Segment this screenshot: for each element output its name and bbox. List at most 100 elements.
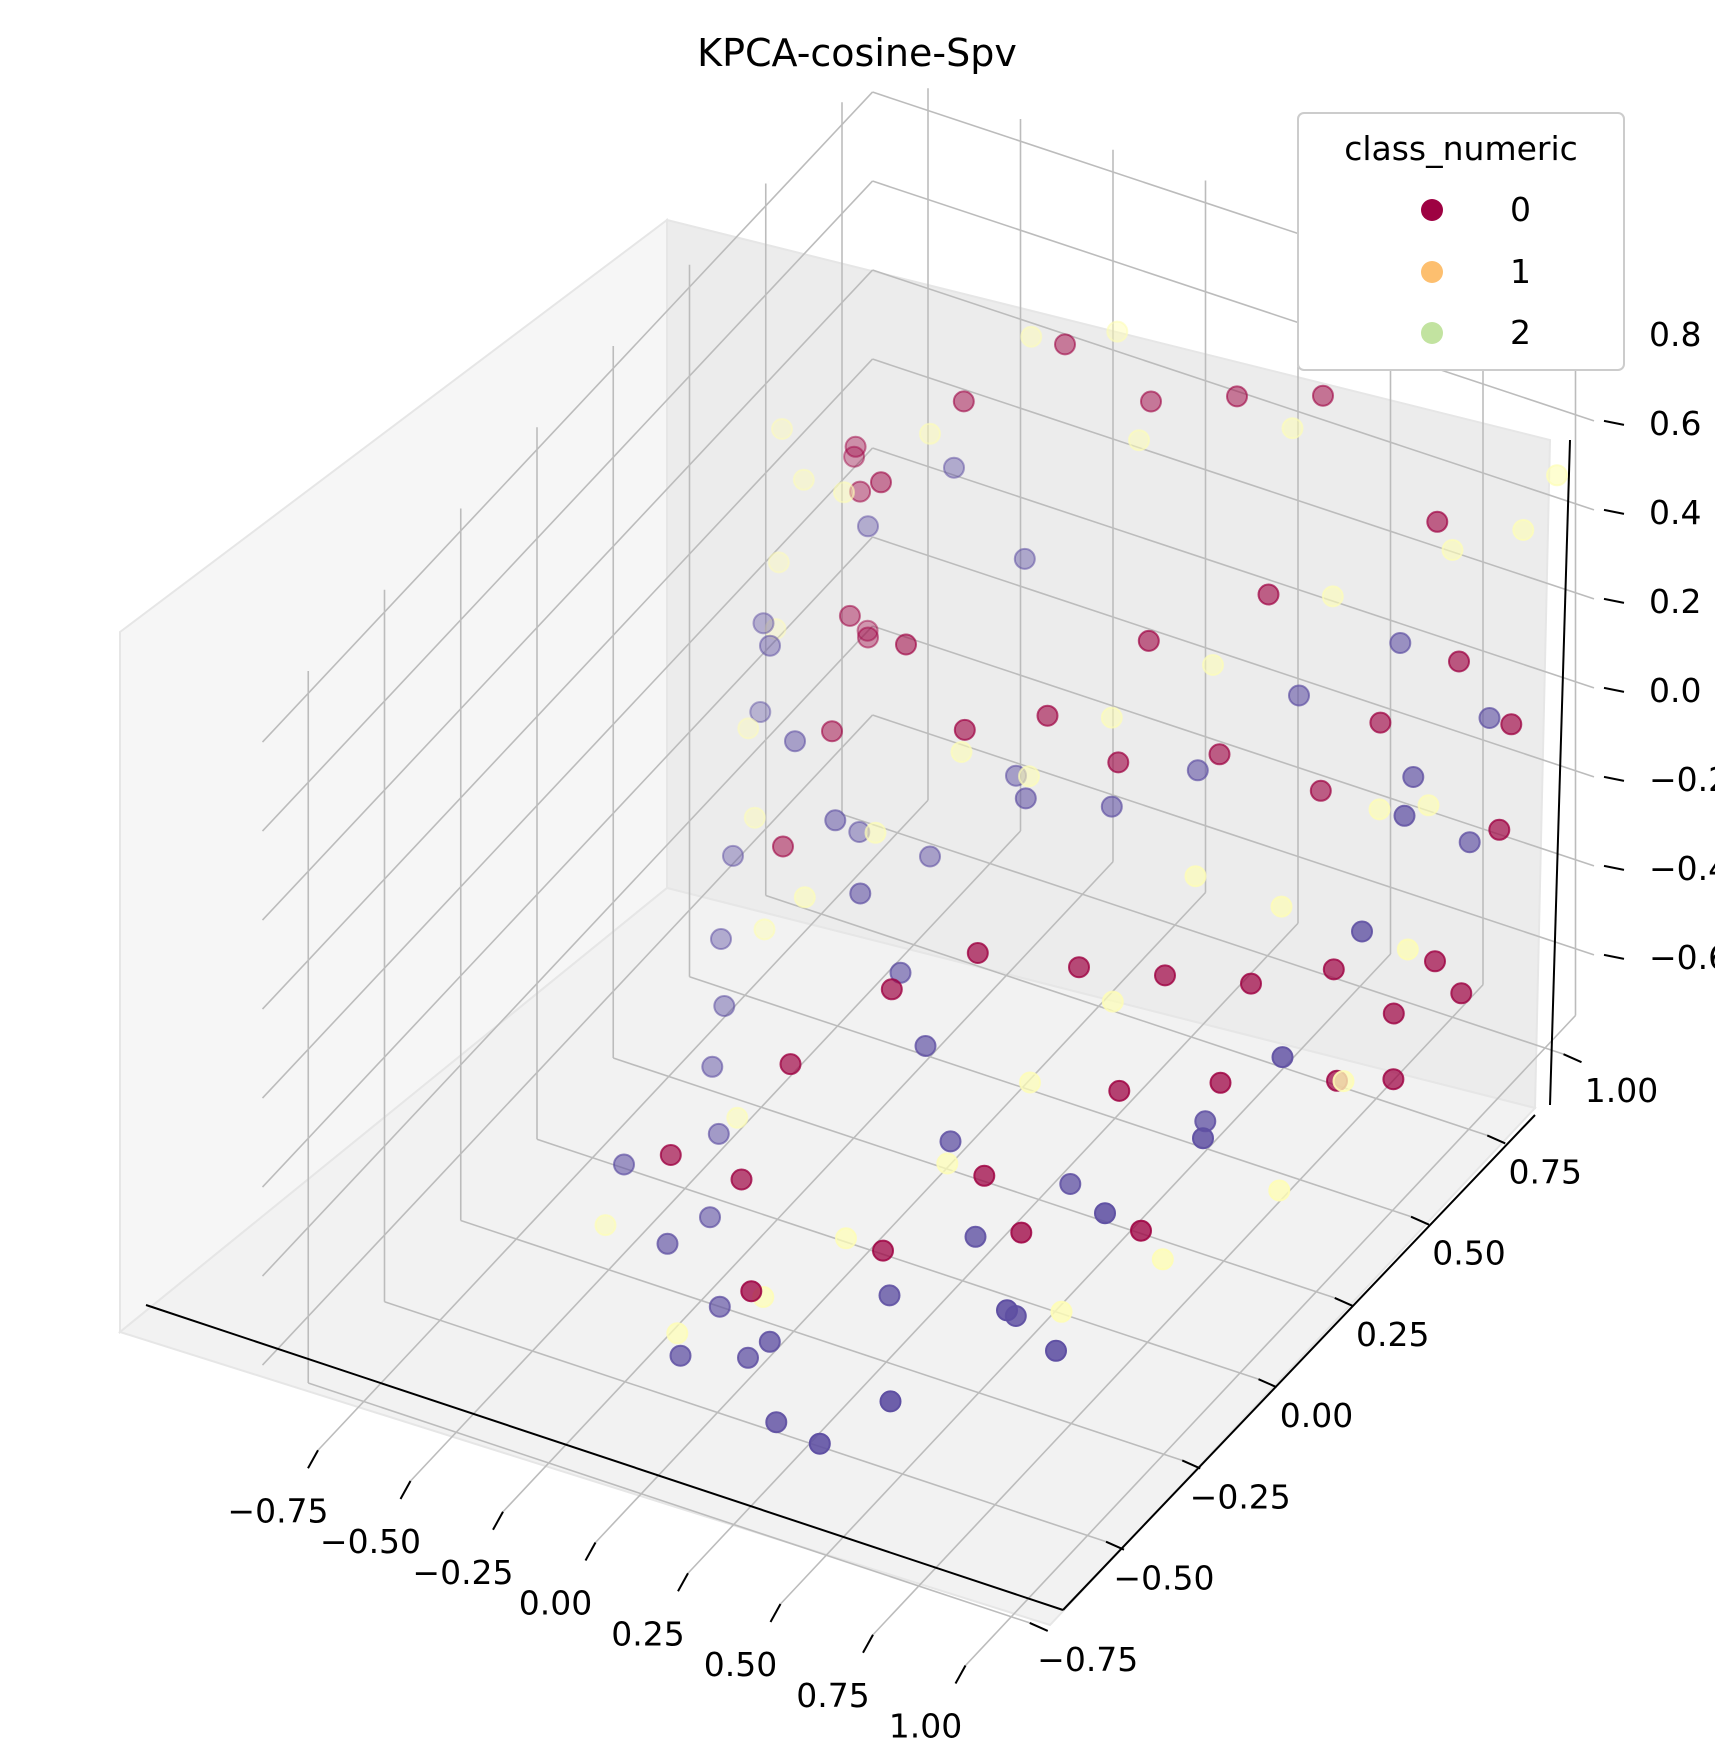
scatter-point-class-0	[844, 435, 867, 458]
scatter-point-class-2	[1059, 1173, 1082, 1195]
scatter-point-class-1	[1100, 706, 1123, 729]
floor-gridline-x	[409, 830, 1022, 1482]
y-tick-label: −0.75	[1037, 1640, 1138, 1679]
scatter-point-class-0	[838, 604, 861, 627]
scatter-point-class-0	[1140, 390, 1162, 413]
scatter-point-class-1	[835, 1227, 857, 1250]
left-wall-gridline-z	[261, 180, 874, 832]
scatter-point-class-1	[1018, 765, 1040, 788]
scatter-point-class-2	[765, 1411, 788, 1434]
scatter-point-class-1	[767, 551, 790, 574]
z-tick-label: 0.6	[1649, 404, 1701, 443]
scatter-point-class-1	[1281, 417, 1304, 440]
legend-marker-1	[1421, 261, 1443, 283]
y-tick-label: 0.75	[1509, 1152, 1582, 1191]
scatter-point-class-2	[1186, 759, 1209, 782]
x-tick-label: −0.75	[227, 1491, 328, 1530]
scatter-point-class-2	[1045, 1339, 1067, 1362]
scatter-point-class-0	[1130, 1219, 1152, 1242]
right-wall-gridline-z	[872, 625, 1595, 867]
z-tick-mark	[1603, 953, 1625, 960]
scatter-point-class-1	[764, 618, 787, 640]
z-tick-label: −0.4	[1649, 849, 1715, 888]
x-tick-label: 0.50	[704, 1645, 777, 1684]
scatter-point-class-2	[1094, 1202, 1116, 1225]
scatter-point-class-2	[713, 995, 736, 1017]
z-tick-mark	[1603, 864, 1625, 871]
scatter-point-class-0	[880, 978, 903, 1001]
scatter-point-class-1	[743, 806, 766, 829]
scatter-point-class-1	[1151, 1248, 1174, 1271]
floor-gridline-y	[384, 1301, 1107, 1543]
z-tick-mark	[1603, 419, 1625, 426]
scatter-point-class-2	[1393, 804, 1416, 827]
data-points	[594, 320, 1568, 1455]
z-tick-label: 0.2	[1649, 582, 1701, 621]
scatter-point-class-0	[1240, 972, 1262, 995]
right-wall-gridline-z	[872, 358, 1595, 600]
legend-frame	[1297, 112, 1625, 371]
scatter-point-class-0	[1312, 384, 1334, 407]
y-tick-mark	[1486, 1134, 1506, 1145]
y-tick-label: 0.25	[1356, 1315, 1429, 1354]
scatter-point-class-1	[1441, 539, 1464, 561]
scatter-point-class-2	[613, 1153, 635, 1176]
scatter-point-class-0	[857, 626, 879, 649]
scatter-point-class-0	[1382, 1068, 1405, 1091]
legend-label-0: 0	[1510, 190, 1531, 229]
scatter-point-class-2	[857, 515, 879, 538]
scatter-point-class-2	[701, 1055, 724, 1078]
scatter-point-class-0	[1154, 964, 1176, 987]
y-tick-mark	[1105, 1540, 1125, 1551]
z-tick-mark	[1603, 508, 1625, 515]
floor-gridline-x	[687, 922, 1299, 1574]
left-wall-gridline-z	[261, 447, 874, 1099]
x-axis-line	[145, 1304, 1064, 1611]
scatter-point-class-2	[919, 845, 941, 868]
legend-marker-2	[1421, 322, 1443, 344]
scatter-point-class-0	[973, 1164, 996, 1187]
y-tick-mark	[1181, 1459, 1201, 1470]
y-tick-label: 0.00	[1280, 1396, 1353, 1435]
scatter-point-class-1	[1019, 1071, 1041, 1094]
scatter-point-class-0	[953, 718, 976, 741]
legend-title: class_numeric	[1344, 129, 1578, 168]
legend-label-2: 2	[1510, 313, 1531, 352]
scatter-point-class-1	[833, 481, 855, 504]
left-wall-gridline-z	[261, 269, 874, 921]
scatter-point-class-2	[1458, 831, 1481, 854]
scatter-point-class-2	[1192, 1127, 1214, 1150]
scatter-point-class-2	[879, 1390, 902, 1413]
scatter-point-class-1	[753, 918, 776, 941]
scatter-point-class-0	[966, 942, 989, 964]
scatter-point-class-2	[759, 634, 781, 657]
scatter-point-class-0	[1309, 779, 1332, 802]
z-tick-mark	[1603, 686, 1625, 693]
y-tick-mark	[1410, 1215, 1430, 1226]
chart-title: KPCA-cosine-Spv	[697, 31, 1017, 75]
floor-gridline-y	[689, 976, 1412, 1218]
x-tick-label: 0.00	[519, 1584, 592, 1623]
scatter-point-class-0	[1137, 629, 1160, 652]
z-tick-mark	[1603, 775, 1625, 782]
right-wall-gridline-z	[872, 447, 1595, 689]
floor-gridline-y	[536, 1138, 1259, 1380]
y-tick-mark	[1563, 1053, 1582, 1064]
scatter-point-class-1	[666, 1322, 689, 1345]
right-wall-gridline-z	[872, 714, 1595, 956]
y-axis-line	[1062, 1114, 1536, 1611]
scatter-point-class-2	[656, 1232, 679, 1255]
scatter-point-class-0	[1209, 1071, 1232, 1094]
x-tick-mark	[862, 1634, 874, 1654]
scatter-point-class-1	[919, 422, 941, 445]
axis-lines	[145, 439, 1571, 1611]
scatter-point-class-1	[1332, 1070, 1355, 1093]
z-tick-mark	[1603, 597, 1625, 604]
left-wall-gridline-z	[261, 358, 874, 1010]
scatter-point-class-0	[1257, 583, 1280, 606]
scatter-point-class-1	[1417, 794, 1440, 817]
scatter-point-class-2	[752, 612, 775, 635]
scatter-point-class-1	[737, 717, 760, 740]
